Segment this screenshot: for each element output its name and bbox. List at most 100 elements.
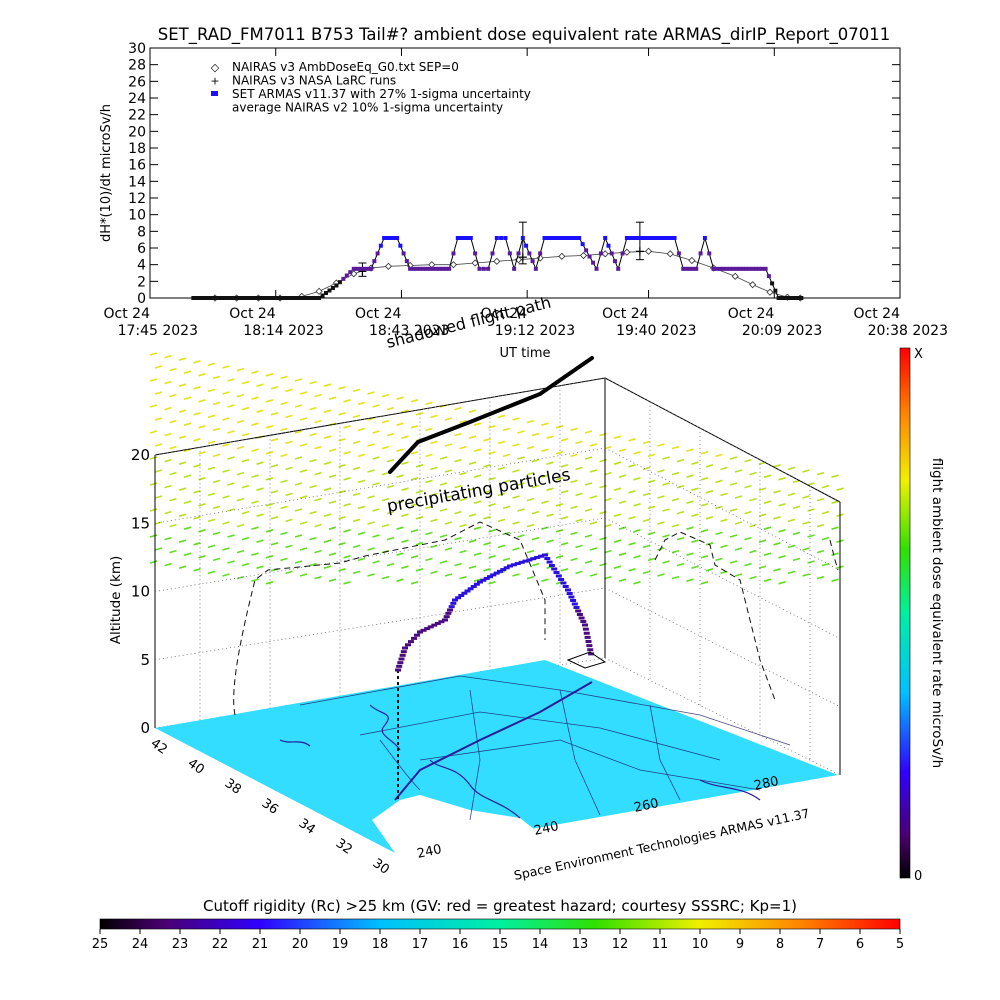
particle-dash bbox=[309, 432, 317, 437]
particle-dash bbox=[314, 523, 322, 528]
flight-path-point bbox=[534, 555, 541, 559]
particle-dash bbox=[618, 578, 627, 582]
flight-path-point bbox=[445, 611, 452, 615]
ts-y-tick-label: 8 bbox=[137, 224, 146, 240]
particle-dash bbox=[198, 425, 206, 429]
particle-dash bbox=[169, 367, 177, 372]
particle-dash bbox=[488, 581, 496, 585]
armas-point bbox=[465, 236, 470, 240]
particle-dash bbox=[338, 542, 346, 546]
armas-point bbox=[702, 236, 707, 240]
ts-x-tick-label-date: Oct 24 bbox=[481, 306, 528, 322]
particle-dash bbox=[207, 388, 216, 393]
particle-dash bbox=[589, 495, 598, 499]
armas-point bbox=[659, 236, 664, 240]
latitude-tick-label: 42 bbox=[148, 736, 170, 758]
particle-dash bbox=[628, 490, 636, 494]
particle-dash bbox=[546, 513, 554, 517]
particle-dash bbox=[372, 456, 380, 460]
particle-dash bbox=[328, 552, 337, 556]
particle-dash bbox=[729, 482, 738, 486]
particle-dash bbox=[444, 417, 453, 421]
particle-dash bbox=[763, 474, 772, 478]
flight-path-point bbox=[500, 568, 507, 572]
flight-path-3d bbox=[395, 553, 607, 672]
nairas-v3-point bbox=[558, 252, 566, 260]
particle-dash bbox=[671, 445, 680, 450]
particle-dash bbox=[657, 573, 665, 577]
particle-dash bbox=[691, 565, 699, 569]
ts-legend-symbol: ◇ bbox=[211, 61, 220, 74]
flight-path-point bbox=[546, 560, 553, 564]
particle-dash bbox=[222, 521, 230, 525]
ts-y-tick-label: 14 bbox=[128, 174, 146, 190]
particle-dash bbox=[488, 477, 496, 481]
particle-dash bbox=[270, 386, 279, 390]
armas-point bbox=[348, 270, 353, 275]
rigidity-tick-label: 18 bbox=[372, 937, 389, 952]
flight-path-point bbox=[583, 631, 590, 635]
particle-dash bbox=[662, 508, 670, 512]
particle-dash bbox=[459, 445, 467, 450]
particle-dash bbox=[729, 560, 738, 564]
particle-dash bbox=[386, 536, 395, 541]
particle-dash bbox=[149, 430, 158, 434]
flight-path-point bbox=[398, 657, 405, 661]
armas-point bbox=[414, 266, 419, 271]
particle-dash bbox=[459, 575, 467, 580]
armas-point bbox=[666, 236, 671, 240]
particle-dash bbox=[338, 386, 346, 390]
particle-dash bbox=[410, 451, 419, 455]
flight-path-point bbox=[480, 578, 487, 582]
nairas-v3-point bbox=[644, 247, 653, 255]
armas-point bbox=[372, 259, 377, 264]
particle-dash bbox=[589, 469, 598, 473]
particle-dash bbox=[357, 557, 366, 562]
armas-point bbox=[440, 266, 445, 271]
armas-point bbox=[656, 236, 661, 240]
particle-dash bbox=[473, 448, 482, 452]
armas-point bbox=[238, 296, 243, 300]
particle-dash bbox=[647, 479, 656, 484]
particle-dash bbox=[671, 523, 680, 528]
flight-path-point bbox=[487, 575, 493, 579]
armas-point bbox=[249, 296, 254, 300]
armas-point bbox=[227, 296, 232, 300]
armas-point bbox=[430, 266, 435, 271]
particle-dash bbox=[280, 401, 288, 406]
particle-dash bbox=[546, 539, 554, 543]
armas-point bbox=[267, 296, 272, 300]
latitude-tick-label: 34 bbox=[296, 816, 318, 838]
particle-dash bbox=[483, 568, 491, 572]
particle-dash bbox=[657, 469, 665, 473]
armas-point bbox=[724, 266, 729, 271]
longitude-tick-label: 280 bbox=[753, 774, 780, 794]
flight-path-point bbox=[565, 588, 571, 592]
particle-dash bbox=[198, 529, 206, 533]
ts-y-tick-label: 2 bbox=[137, 274, 146, 290]
rigidity-colorbar-ticks: 25 24 23 22 21 20 19 18 17 16 15 14 13 12 11 10 9 8 7 6 5 bbox=[92, 929, 904, 952]
ts-y-tick-label: 18 bbox=[128, 141, 146, 157]
armas-point bbox=[603, 236, 608, 240]
armas-point bbox=[731, 266, 736, 271]
flight-path-point bbox=[400, 650, 407, 654]
particle-dash bbox=[241, 458, 250, 463]
ts-x-tick-label-time: 19:40 2023 bbox=[616, 323, 696, 339]
particle-dash bbox=[734, 573, 743, 577]
particle-dash bbox=[169, 497, 177, 502]
ts-y-tick-label: 0 bbox=[137, 291, 146, 307]
armas-point bbox=[570, 236, 575, 240]
flight-path-point bbox=[493, 571, 500, 575]
particle-dash bbox=[396, 578, 404, 582]
particle-dash bbox=[676, 458, 685, 463]
armas-point bbox=[320, 293, 325, 298]
rigidity-tick-label: 19 bbox=[332, 937, 349, 952]
armas-point bbox=[584, 248, 589, 253]
particle-dash bbox=[410, 581, 419, 585]
flight-path-point bbox=[431, 623, 438, 627]
ts-y-tick-label: 26 bbox=[128, 74, 146, 90]
ts-x-tick-label-time: 18:14 2023 bbox=[243, 323, 323, 339]
nairas-v3-point bbox=[384, 262, 393, 270]
particle-dash bbox=[473, 578, 482, 582]
